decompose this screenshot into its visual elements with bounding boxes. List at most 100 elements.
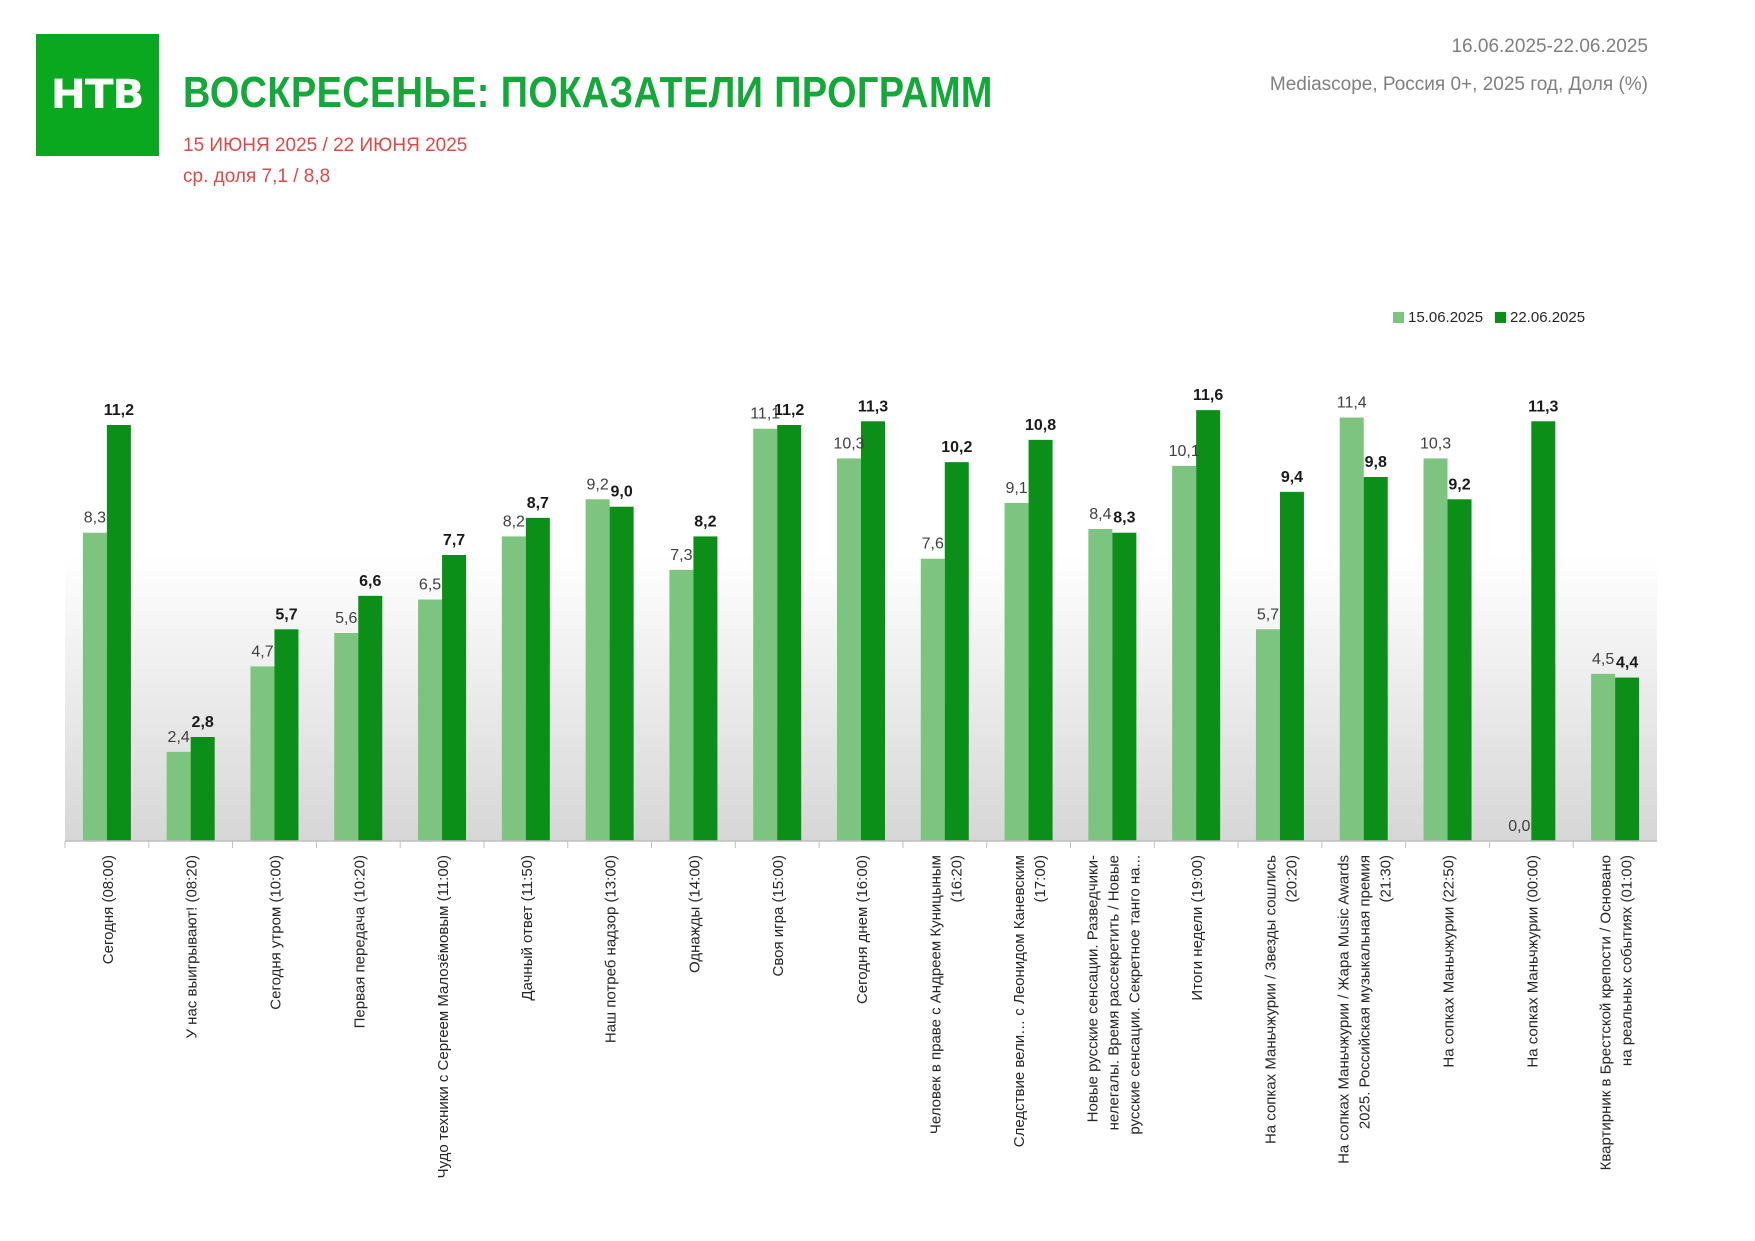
category-label-line: На сопках Маньчжурии (22:50) <box>1441 855 1458 1068</box>
category-label: На сопках Маньчжурии (00:00) <box>1524 855 1541 1068</box>
category-label-line: Сегодня днем (16:00) <box>854 855 871 1004</box>
page-title: ВОСКРЕСЕНЬЕ: ПОКАЗАТЕЛИ ПРОГРАММ <box>183 68 993 117</box>
category-label-line: Сегодня утром (10:00) <box>267 855 284 1010</box>
x-axis <box>64 840 1657 848</box>
category-label: Первая передача (10:20) <box>351 855 368 1028</box>
period-text: 16.06.2025-22.06.2025 <box>1451 36 1648 57</box>
data-label: 10,3 <box>833 435 864 452</box>
category-label-line: Дачный ответ (11:50) <box>519 855 536 1001</box>
category-label: Чудо техники с Сергеем Малозёмовым (11:0… <box>435 855 452 1178</box>
category-label: Человек в праве с Андреем Куницыным (16:2… <box>927 855 965 1134</box>
data-label: 4,5 <box>1592 651 1614 668</box>
category-label-line: нелегалы. Время рассекретить / Новые <box>1105 855 1122 1130</box>
data-label: 2,4 <box>168 729 190 746</box>
data-label: 8,2 <box>503 513 525 530</box>
category-label-line: Человек в праве с Андреем Куницыным <box>927 855 944 1134</box>
data-label: 11,6 <box>1193 387 1223 404</box>
bar-1-8 <box>669 569 694 841</box>
category-label: На сопках Маньчжурии / Звезды сошлись (20… <box>1262 855 1300 1144</box>
bar-2-13 <box>1112 532 1137 841</box>
data-label: 10,2 <box>941 439 972 456</box>
bar-2-18 <box>1531 421 1556 841</box>
bar-2-4 <box>358 595 383 841</box>
data-label: 8,2 <box>694 513 716 530</box>
category-label-line: Своя игра (15:00) <box>770 855 787 977</box>
category-label-line: На сопках Маньчжурии / Звезды сошлись <box>1262 855 1279 1144</box>
category-label-line: 2025. Российская музыкальная премия <box>1357 855 1374 1129</box>
data-label: 9,0 <box>611 484 633 501</box>
bar-1-14 <box>1172 465 1197 841</box>
data-label: 5,6 <box>335 610 357 627</box>
category-label-line: (20:20) <box>1283 855 1300 903</box>
data-label: 6,5 <box>419 577 441 594</box>
logo-text: НТВ <box>51 72 145 118</box>
bar-2-16 <box>1363 477 1388 841</box>
data-label: 6,6 <box>359 573 381 590</box>
category-label-line: (16:20) <box>948 855 965 903</box>
data-label: 9,8 <box>1365 454 1387 471</box>
data-label: 8,3 <box>1113 510 1135 527</box>
data-label: 5,7 <box>275 606 297 623</box>
data-label: 7,6 <box>922 536 944 553</box>
bar-2-2 <box>190 737 215 841</box>
category-label-line: Итоги недели (19:00) <box>1189 855 1206 1001</box>
data-label: 10,1 <box>1169 443 1200 460</box>
bar-2-1 <box>106 425 131 841</box>
bar-1-3 <box>250 666 275 841</box>
bar-2-5 <box>442 555 467 841</box>
legend-swatch-2 <box>1495 312 1506 323</box>
bar-1-4 <box>334 633 359 841</box>
bar-2-6 <box>525 517 550 841</box>
category-label-line: Квартирник в Брестской крепости / Основа… <box>1598 855 1615 1170</box>
category-label-line: Однажды (14:00) <box>686 855 703 973</box>
data-label: 9,2 <box>1448 476 1470 493</box>
bar-1-15 <box>1255 629 1280 841</box>
ntv-logo: НТВ <box>36 34 159 156</box>
bar-1-5 <box>418 599 443 841</box>
data-label: 11,3 <box>858 398 888 415</box>
category-label: Итоги недели (19:00) <box>1189 855 1206 1001</box>
bar-2-10 <box>861 421 885 841</box>
category-label-line: русские сенсации. Секретное танго на... <box>1126 855 1143 1135</box>
bar-2-19 <box>1615 677 1640 841</box>
data-label: 10,8 <box>1025 417 1056 434</box>
bar-2-9 <box>777 425 802 841</box>
category-label-line: Сегодня (08:00) <box>100 855 117 964</box>
category-label: Дачный ответ (11:50) <box>519 855 536 1001</box>
category-label: Сегодня (08:00) <box>100 855 117 964</box>
category-label: У нас выигрывают! (08:20) <box>184 855 201 1039</box>
bar-1-19 <box>1591 673 1616 841</box>
bar-1-11 <box>920 558 945 841</box>
data-label: 4,4 <box>1616 655 1638 672</box>
category-label-line: Следствие вели… с Леонидом Каневским <box>1011 855 1028 1147</box>
bar-1-12 <box>1004 503 1029 841</box>
legend-label-1: 15.06.2025 <box>1408 309 1483 326</box>
bar-1-9 <box>753 428 778 841</box>
bar-1-13 <box>1088 529 1113 841</box>
category-label: Сегодня днем (16:00) <box>854 855 871 1004</box>
category-label-line: (17:00) <box>1032 855 1049 903</box>
data-label: 7,7 <box>443 532 465 549</box>
data-label: 2,8 <box>192 714 214 731</box>
source-text: Mediascope, Россия 0+, 2025 год, Доля (%… <box>1269 74 1648 95</box>
category-label-line: На сопках Маньчжурии (00:00) <box>1524 855 1541 1068</box>
bar-1-17 <box>1423 458 1448 841</box>
bar-1-2 <box>166 751 191 841</box>
bar-2-8 <box>693 536 718 841</box>
data-label: 9,2 <box>587 476 609 493</box>
category-label: Наш потреб надзор (13:00) <box>603 855 620 1043</box>
bar-1-10 <box>837 458 861 841</box>
category-label-line: Новые русские сенсации. Разведчики- <box>1084 855 1101 1122</box>
category-labels: Сегодня (08:00) У нас выигрывают! (08:20)… <box>100 855 1636 1179</box>
bar-2-15 <box>1279 491 1304 841</box>
data-label: 11,2 <box>774 402 804 419</box>
data-label: 8,4 <box>1089 506 1111 523</box>
data-label: 8,7 <box>527 495 549 512</box>
category-label: Следствие вели… с Леонидом Каневским (17:… <box>1011 855 1049 1147</box>
data-label: 8,3 <box>84 510 106 527</box>
data-label: 11,2 <box>104 402 134 419</box>
bar-2-12 <box>1028 439 1053 841</box>
bar-1-7 <box>585 499 610 841</box>
bar-2-11 <box>944 462 969 841</box>
